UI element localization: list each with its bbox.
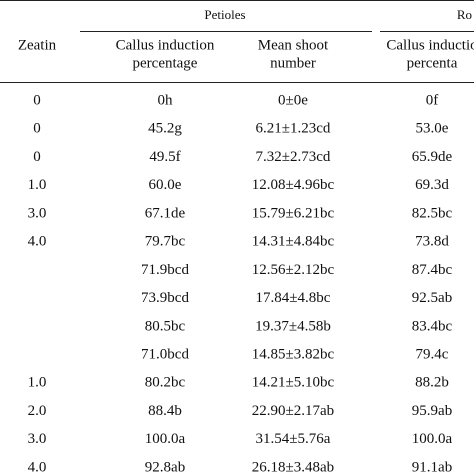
column-header: Callus inductio [386,37,474,53]
table-cell: 45.2g [148,121,182,137]
table-cell: 15.79±6.21bc [252,205,335,221]
table-cell: 100.0a [412,431,453,447]
table-cell: 26.18±3.48ab [252,459,334,474]
table-cell: 87.4bc [412,262,453,278]
table-cell: 1.0 [28,375,47,391]
table-cell: 19.37±4.58b [255,318,331,334]
table-cell: 82.5bc [412,205,453,221]
table-cell: 71.9bcd [141,262,189,278]
table-cell: 65.9de [412,149,453,165]
table-cell: 67.1de [145,205,186,221]
table-cell: 80.5bc [145,318,186,334]
table-cell: 79.7bc [145,234,186,250]
table-cell: 14.85±3.82bc [252,347,335,363]
table-cell: 0 [33,121,41,137]
table-cell: 3.0 [28,431,47,447]
table-cell: 12.56±2.12bc [252,262,335,278]
table-cell: 0 [33,92,41,108]
column-header: number [270,55,316,71]
table-cell: 83.4bc [412,318,453,334]
table-cell: 73.8d [415,234,449,250]
table-cell: 92.8ab [145,459,185,474]
table-cell: 3.0 [28,205,47,221]
table-cell: 92.5ab [412,290,452,306]
table-cell: 69.3d [415,177,449,193]
group-label: Ro [457,7,472,22]
table-cell: 79.4c [416,347,449,363]
table-cell: 14.21±5.10bc [252,375,335,391]
table-cell: 49.5f [149,149,180,165]
column-header: Callus induction [116,37,215,53]
table-cell: 95.9ab [412,403,452,419]
table-cell: 14.31±4.84bc [252,234,335,250]
column-header: Mean shoot [258,37,329,53]
table-cell: 12.08±4.96bc [252,177,335,193]
table-cell: 0h [158,92,174,108]
table-cell: 73.9bcd [141,290,189,306]
column-header: percenta [407,55,458,71]
table-cell: 2.0 [28,403,47,419]
table-cell: 88.2b [415,375,449,391]
table-cell: 6.21±1.23cd [256,121,331,137]
table-cell: 4.0 [28,234,47,250]
table-cell: 80.2bc [145,375,186,391]
table-cell: 1.0 [28,177,47,193]
table-cell: 0f [426,92,439,108]
table-cell: 17.84±4.8bc [256,290,331,306]
table-cell: 60.0e [149,177,182,193]
table-cell: 91.1ab [412,459,452,474]
table-cell: 31.54±5.76a [256,431,331,447]
table-cell: 53.0e [416,121,449,137]
table-cell: 0 [33,149,41,165]
table-cell: 100.0a [145,431,186,447]
column-header: Zeatin [18,37,57,53]
table-cell: 71.0bcd [141,347,189,363]
table-cell: 7.32±2.73cd [256,149,331,165]
table-cell: 0±0e [278,92,308,108]
table-cell: 4.0 [28,459,47,474]
column-header: percentage [133,55,198,71]
table-cell: 22.90±2.17ab [252,403,334,419]
table-cell: 88.4b [148,403,182,419]
group-label: Petioles [204,7,245,22]
